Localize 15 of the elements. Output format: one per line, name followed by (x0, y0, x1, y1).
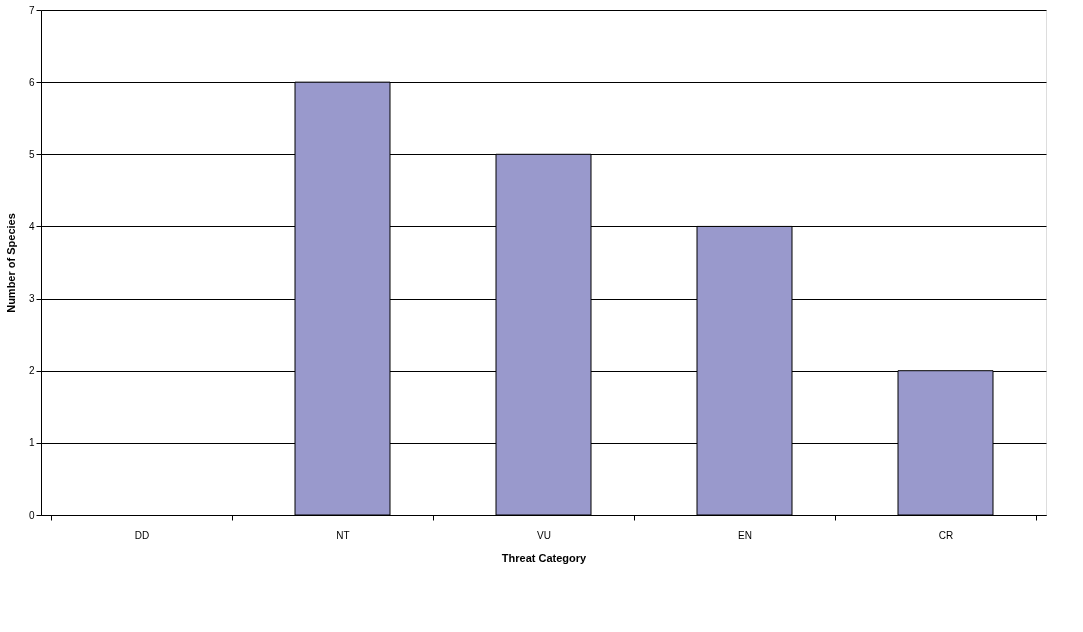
x-tick-label: DD (134, 529, 150, 541)
x-tick-label: EN (738, 529, 752, 541)
y-tick-label: 7 (28, 4, 35, 16)
y-tick-label: 5 (28, 148, 35, 160)
y-tick-label: 2 (28, 365, 35, 377)
x-axis-title: Threat Category (501, 551, 588, 564)
y-tick-label: 6 (28, 76, 35, 88)
x-tick-label: NT (336, 529, 350, 541)
x-tick-label: VU (537, 529, 551, 541)
y-tick-label: 4 (28, 220, 35, 232)
x-tick-label: CR (938, 529, 954, 541)
y-tick-label: 1 (28, 437, 35, 449)
y-axis-title: Number of Species (4, 213, 17, 313)
y-tick-label: 0 (28, 509, 35, 521)
y-tick-label: 3 (28, 293, 35, 305)
